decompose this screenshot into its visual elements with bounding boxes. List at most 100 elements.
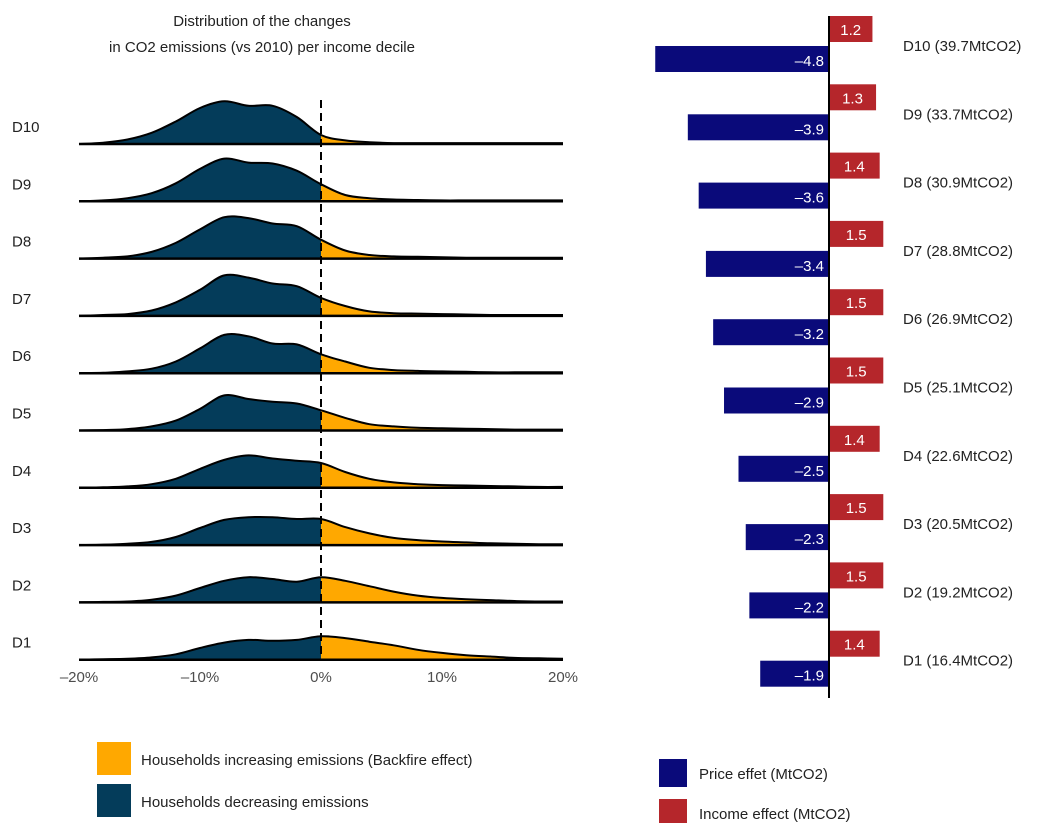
price-effect-label: –1.9	[795, 668, 824, 685]
ridge-d5: D5	[12, 394, 563, 432]
ridge-outline	[78, 394, 563, 432]
ridgeline-x-axis: –20% –10% 0% 10% 20%	[60, 669, 578, 686]
price-effect-bar	[724, 387, 829, 414]
price-effect-label: –2.5	[795, 463, 824, 480]
income-effect-label: 1.5	[846, 295, 867, 312]
decile-total-label: D4 (22.6MtCO2)	[903, 448, 1013, 465]
price-effect-bar	[760, 660, 829, 687]
income-effect-bar	[829, 425, 880, 452]
income-effect-bar	[829, 16, 873, 42]
x-tick-label: 0%	[310, 669, 332, 686]
income-effect-bar	[829, 630, 880, 657]
income-effect-label: 1.5	[846, 500, 867, 517]
price-effect-label: –3.9	[795, 121, 824, 138]
price-effect-label: –3.2	[795, 326, 824, 343]
decile-total-label: D6 (26.9MtCO2)	[903, 311, 1013, 328]
price-effect-bar	[738, 455, 829, 482]
bar-group-d4: 1.4 –2.5 D4 (22.6MtCO2)	[738, 425, 1013, 482]
income-effect-label: 1.4	[844, 637, 865, 654]
ridge-d1: D1	[12, 635, 564, 661]
x-tick-label: –20%	[60, 669, 98, 686]
bar-legend-swatch	[659, 759, 687, 787]
bar-group-d1: 1.4 –1.9 D1 (16.4MtCO2)	[760, 630, 1013, 687]
bar-legend: Price effet (MtCO2) Income effect (MtCO2)	[659, 759, 850, 823]
income-effect-bar	[829, 152, 880, 179]
ridge-increase-area	[321, 297, 563, 316]
ridgeline-plot: D10 D9 D8 D7 D6 D5 D4 D3 D2 D1	[12, 100, 564, 661]
ridge-increase-area	[321, 519, 563, 546]
income-effect-label: 1.5	[846, 364, 867, 381]
ridge-increase-area	[321, 410, 563, 431]
ridge-d2: D2	[12, 576, 564, 604]
price-effect-label: –3.4	[795, 258, 824, 275]
ridgeline-title-line-1: Distribution of the changes	[173, 13, 351, 30]
price-effect-label: –4.8	[795, 53, 824, 70]
bar-group-d3: 1.5 –2.3 D3 (20.5MtCO2)	[745, 494, 1013, 551]
ridge-d10: D10	[12, 100, 564, 146]
bar-group-d10: 1.2 –4.8 D10 (39.7MtCO2)	[655, 16, 1021, 72]
ridgeline-legend: Households increasing emissions (Backfir…	[97, 742, 473, 817]
ridge-decrease-area	[79, 577, 321, 603]
bar-legend-swatch	[659, 799, 687, 823]
ridge-outline	[78, 454, 564, 489]
ridge-legend-swatch	[97, 742, 131, 775]
bar-group-d2: 1.5 –2.2 D2 (19.2MtCO2)	[749, 562, 1013, 619]
ridge-legend-label: Households increasing emissions (Backfir…	[141, 752, 473, 769]
price-effect-bar	[655, 46, 829, 72]
ridge-increase-area	[321, 354, 563, 374]
ridge-decrease-area	[79, 334, 321, 374]
income-effect-label: 1.5	[846, 568, 867, 585]
ridge-d7: D7	[12, 273, 563, 318]
ridge-label-d2: D2	[12, 577, 31, 594]
ridge-label-d7: D7	[12, 291, 31, 308]
ridge-decrease-area	[79, 274, 321, 316]
price-effect-bar	[698, 182, 829, 209]
income-effect-label: 1.5	[846, 227, 867, 244]
ridge-d9: D9	[12, 157, 563, 203]
ridge-label-d6: D6	[12, 348, 31, 365]
decile-total-label: D3 (20.5MtCO2)	[903, 516, 1013, 533]
ridge-d8: D8	[12, 215, 563, 260]
bar-group-d9: 1.3 –3.9 D9 (33.7MtCO2)	[687, 84, 1013, 141]
bar-legend-label: Income effect (MtCO2)	[699, 806, 850, 823]
ridge-legend-label: Households decreasing emissions	[141, 794, 369, 811]
ridge-increase-area	[321, 577, 563, 603]
price-effect-bar	[749, 592, 829, 619]
effect-bar-chart: 1.2 –4.8 D10 (39.7MtCO2) 1.3 –3.9 D9 (33.7MtC…	[655, 16, 1021, 687]
price-effect-bar	[713, 319, 829, 346]
price-effect-label: –2.2	[795, 599, 824, 616]
decile-total-label: D2 (19.2MtCO2)	[903, 584, 1013, 601]
ridge-increase-area	[321, 636, 563, 660]
ridge-decrease-area	[79, 516, 321, 546]
price-effect-label: –3.6	[795, 190, 824, 207]
decile-total-label: D5 (25.1MtCO2)	[903, 380, 1013, 397]
ridge-label-d5: D5	[12, 406, 31, 423]
ridge-increase-area	[321, 184, 563, 202]
ridge-decrease-area	[79, 395, 321, 431]
bar-group-d5: 1.5 –2.9 D5 (25.1MtCO2)	[724, 357, 1013, 414]
ridge-label-d4: D4	[12, 463, 31, 480]
income-effect-bar	[829, 357, 884, 384]
bar-legend-label: Price effet (MtCO2)	[699, 766, 828, 783]
income-effect-bar	[829, 220, 884, 247]
decile-total-label: D10 (39.7MtCO2)	[903, 38, 1021, 55]
ridge-label-d1: D1	[12, 635, 31, 652]
income-effect-bar	[829, 289, 884, 316]
income-effect-bar	[829, 562, 884, 589]
income-effect-bar	[829, 494, 884, 521]
price-effect-bar	[687, 114, 829, 141]
ridge-decrease-area	[79, 158, 321, 202]
x-tick-label: 20%	[548, 669, 578, 686]
ridge-label-d10: D10	[12, 119, 40, 136]
bar-group-d6: 1.5 –3.2 D6 (26.9MtCO2)	[713, 289, 1013, 346]
x-tick-label: –10%	[181, 669, 219, 686]
decile-total-label: D9 (33.7MtCO2)	[903, 106, 1013, 123]
decile-total-label: D1 (16.4MtCO2)	[903, 653, 1013, 670]
ridge-label-d9: D9	[12, 176, 31, 193]
income-effect-label: 1.3	[842, 90, 863, 107]
ridge-d3: D3	[12, 515, 564, 547]
income-effect-bar	[829, 84, 877, 111]
ridge-label-d8: D8	[12, 234, 31, 251]
price-effect-bar	[705, 250, 829, 277]
